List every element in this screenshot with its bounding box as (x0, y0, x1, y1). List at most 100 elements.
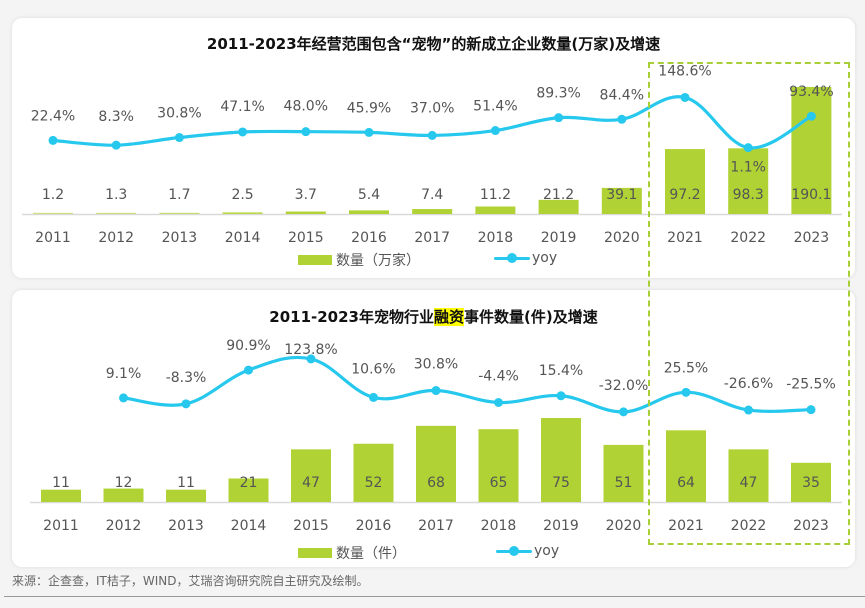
legend-line-label: yoy (534, 543, 560, 559)
bar-2012 (96, 212, 137, 214)
bar-2018 (478, 429, 519, 502)
bar-2022 (728, 148, 769, 214)
chart-card-new-companies: 2011-2023年经营范围包含“宠物”的新成立企业数量(万家)及增速 (12, 18, 855, 278)
yoy-value-label: 47.1% (220, 99, 264, 115)
x-tick-label: 2015 (288, 230, 324, 246)
bar-2016 (353, 443, 394, 502)
x-tick-label: 2019 (541, 230, 577, 246)
legend-bar-financing: 数量（件） (298, 543, 406, 563)
bar-2011 (33, 212, 73, 214)
yoy-point-2011 (48, 135, 58, 145)
bar-value-label: 3.7 (295, 187, 317, 203)
x-tick-label: 2016 (351, 230, 387, 246)
legend-bar-label: 数量（万家） (336, 253, 420, 269)
yoy-value-label: 10.6% (351, 361, 395, 377)
bar-value-label: 47 (740, 475, 758, 491)
yoy-point-2017 (427, 130, 437, 140)
legend-line-swatch (496, 545, 532, 557)
title-part-1: 2011-2023年宠物行业 (269, 308, 434, 326)
bar-value-label: 12 (115, 475, 133, 491)
x-tick-label: 2014 (225, 230, 261, 246)
bar-value-label: 75 (552, 475, 570, 491)
bar-2012 (103, 488, 144, 502)
yoy-point-2012 (119, 393, 128, 403)
yoy-value-label: 8.3% (98, 109, 134, 125)
x-tick-label: 2016 (356, 518, 392, 534)
bar-value-label: 5.4 (358, 187, 380, 203)
bar-value-label: 11.2 (480, 187, 511, 203)
bar-2023 (791, 87, 832, 214)
yoy-point-2018 (494, 397, 503, 407)
bar-value-label: 65 (490, 475, 508, 491)
bar-value-label: 11 (52, 475, 70, 491)
yoy-point-2019 (556, 391, 566, 401)
yoy-point-2017 (431, 386, 441, 396)
legend-bar-swatch (298, 548, 332, 558)
yoy-point-2012 (111, 140, 121, 150)
x-tick-label: 2013 (162, 230, 198, 246)
x-tick-label: 2014 (231, 518, 267, 534)
legend-line-financing: yoy (496, 543, 559, 559)
bar-value-label: 21.2 (543, 187, 574, 203)
yoy-point-2013 (174, 133, 184, 143)
yoy-value-label: -25.5% (786, 377, 836, 393)
bar-value-label: 68 (427, 475, 445, 491)
x-tick-label: 2022 (731, 518, 767, 534)
bar-2021 (665, 149, 705, 214)
yoy-point-2013 (181, 399, 191, 409)
yoy-point-2023 (806, 111, 816, 121)
title-part-3: 事件数量(件)及增速 (464, 308, 598, 326)
x-tick-label: 2012 (98, 230, 134, 246)
yoy-value-label: 90.9% (226, 338, 270, 354)
bar-2013 (159, 212, 200, 214)
x-tick-label: 2017 (414, 230, 450, 246)
bar-value-label: 1.2 (42, 187, 64, 203)
bar-2014 (228, 478, 269, 502)
x-tick-label: 2017 (418, 518, 454, 534)
bar-2019 (538, 199, 579, 214)
legend-bar-swatch (298, 255, 332, 265)
x-tick-label: 2022 (730, 230, 766, 246)
legend-bar-label: 数量（件） (336, 546, 406, 562)
bar-2016 (349, 210, 389, 214)
bar-2023 (791, 462, 831, 502)
bar-2011 (41, 489, 81, 502)
bar-2013 (166, 489, 206, 502)
yoy-value-label: 1.1% (730, 160, 766, 176)
yoy-value-label: -32.0% (599, 378, 649, 394)
bar-value-label: 2.5 (231, 187, 253, 203)
footer-divider (4, 596, 865, 597)
yoy-point-2019 (554, 113, 564, 123)
legend-line-new-companies: yoy (494, 250, 557, 266)
yoy-point-2018 (490, 126, 500, 136)
bar-value-label: 11 (177, 475, 195, 491)
x-tick-label: 2011 (43, 518, 79, 534)
legend-line-label: yoy (532, 250, 558, 266)
yoy-point-2022 (743, 143, 753, 153)
yoy-value-label: 123.8% (284, 342, 337, 358)
bar-2015 (285, 211, 326, 214)
yoy-value-label: -26.6% (724, 376, 774, 392)
legend-line-swatch (494, 252, 530, 264)
yoy-point-2014 (244, 365, 253, 375)
bar-2022 (728, 449, 769, 502)
bar-value-label: 98.3 (733, 187, 764, 203)
yoy-point-2014 (238, 127, 248, 137)
x-tick-label: 2023 (793, 518, 829, 534)
yoy-value-label: 48.0% (284, 99, 328, 115)
bar-value-label: 35 (802, 475, 820, 491)
source-note: 来源：企查查，IT桔子，WIND，艾瑞咨询研究院自主研究及绘制。 (12, 574, 369, 588)
yoy-value-label: -4.4% (478, 368, 519, 384)
yoy-value-label: 30.8% (157, 106, 201, 122)
x-tick-label: 2021 (667, 230, 703, 246)
bar-2017 (412, 209, 453, 214)
yoy-value-label: 15.4% (539, 363, 583, 379)
title-highlight: 融资 (434, 308, 465, 326)
x-tick-label: 2023 (794, 230, 830, 246)
bar-value-label: 7.4 (421, 187, 443, 203)
yoy-value-label: 84.4% (600, 87, 644, 103)
chart-title-financing-events: 2011-2023年宠物行业融资事件数量(件)及增速 (12, 306, 855, 327)
bar-2018 (475, 206, 516, 214)
bar-value-label: 52 (365, 475, 383, 491)
